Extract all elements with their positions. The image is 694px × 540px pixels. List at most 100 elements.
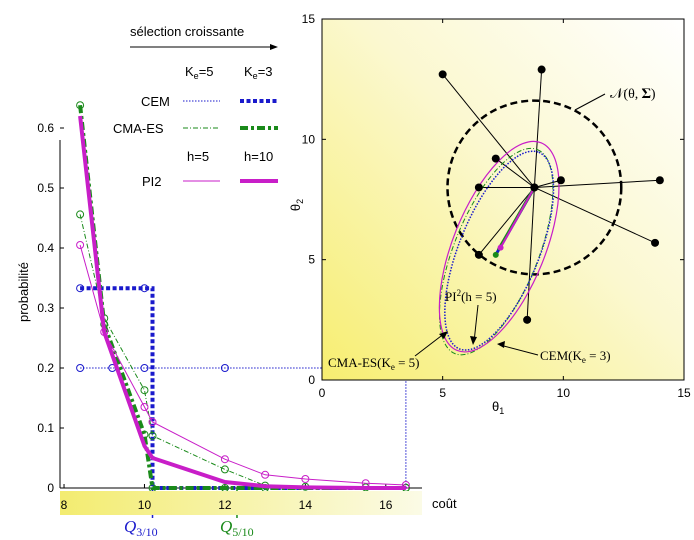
ellipse-cmaes xyxy=(438,147,554,356)
series-point xyxy=(220,455,229,464)
annotation-cem: CEM(Ke = 3) xyxy=(540,348,611,365)
ellipse-pi2 xyxy=(438,140,560,353)
left-x-tick-label: 10 xyxy=(138,498,152,512)
left-y-tick-label: 0.6 xyxy=(37,121,54,135)
sample-point xyxy=(556,176,565,185)
left-y-tick-label: 0.2 xyxy=(37,361,54,375)
pointer-pi2-head xyxy=(470,336,477,345)
pointer-cem-head xyxy=(497,341,505,348)
series-point xyxy=(76,364,85,372)
series-point xyxy=(76,241,85,249)
series-point xyxy=(220,465,229,474)
series-line xyxy=(79,244,406,486)
legend-cmaes-label: CMA-ES xyxy=(113,121,164,136)
right-x-tick-label: 0 xyxy=(319,386,326,400)
series-point xyxy=(140,386,149,395)
sample-point xyxy=(651,238,660,247)
sample-point xyxy=(655,176,664,185)
right-plot-background xyxy=(322,19,684,380)
pointer-cmaes xyxy=(414,332,446,357)
right-xlabel: θ1 xyxy=(492,399,504,416)
legend-ke3: Ke=3 xyxy=(244,64,273,81)
series-point xyxy=(140,403,149,411)
series-line xyxy=(80,367,407,488)
pointer-pi2 xyxy=(473,304,479,343)
sample-ray xyxy=(478,187,535,256)
sample-ray xyxy=(534,187,656,244)
left-tick-labels: 8 10 12 14 16 xyxy=(61,498,393,512)
series-solid-thick xyxy=(78,115,406,490)
left-x-tick-label: 8 xyxy=(61,498,68,512)
right-ylabel: θ2 xyxy=(288,199,305,211)
sample-point xyxy=(474,250,483,259)
series-point xyxy=(76,101,85,110)
sample-ray xyxy=(533,69,543,188)
legend-title: sélection croissante xyxy=(130,24,244,39)
left-xlabel: coût xyxy=(432,496,457,511)
left-y-tick-label: 0.1 xyxy=(37,421,54,435)
right-frame xyxy=(321,18,685,381)
left-x-tick-label: 12 xyxy=(218,498,232,512)
annotation-normal: 𝒩(θ, 𝚺) xyxy=(610,87,656,102)
sample-point xyxy=(537,65,546,74)
annotation-cmaes: CMA-ES(Ke = 5) xyxy=(328,355,420,372)
sample-point xyxy=(491,154,500,163)
left-x-tick-label: 14 xyxy=(299,498,313,512)
pointer-cem xyxy=(499,344,539,356)
left-ylabel: probabilité xyxy=(16,262,31,322)
series-line xyxy=(78,115,406,490)
q3-label: Q3/10 xyxy=(124,517,158,539)
left-series xyxy=(76,101,410,518)
legend-arrowhead xyxy=(270,44,278,50)
series-point xyxy=(140,364,149,372)
mean-point xyxy=(530,183,539,192)
new-mean-cmaes xyxy=(492,251,499,258)
series-point xyxy=(140,284,149,293)
sample-ray xyxy=(442,74,535,188)
left-y-tick-label: 0.5 xyxy=(37,181,54,195)
left-y-tick-label: 0 xyxy=(47,481,54,495)
q5-label: Q5/10 xyxy=(220,517,254,539)
right-y-tick-label: 10 xyxy=(302,132,316,146)
new-mean-pi2 xyxy=(497,244,504,251)
series-point xyxy=(301,475,310,483)
cost-color-band xyxy=(60,491,422,515)
sample-point xyxy=(523,315,532,324)
legend-h5: h=5 xyxy=(187,149,209,164)
series-line xyxy=(79,214,406,489)
series-point xyxy=(220,364,229,372)
legend-h10: h=10 xyxy=(244,149,273,164)
series-line xyxy=(80,286,398,490)
pointer-cmaes-head xyxy=(439,331,448,339)
right-axes: 0 5 10 15 0 5 10 15 xyxy=(302,12,691,400)
left-x-tick-label: 16 xyxy=(379,498,393,512)
right-y-tick-label: 0 xyxy=(308,373,315,387)
mean-shift-pi2 xyxy=(499,186,536,249)
right-y-tick-label: 15 xyxy=(302,12,316,26)
sample-point xyxy=(438,70,447,79)
ellipse-cem xyxy=(444,150,555,351)
pointer-normal xyxy=(574,93,606,111)
series-dotted-thick xyxy=(76,284,398,490)
series-point xyxy=(148,431,157,440)
left-y-tick-label: 0.4 xyxy=(37,241,54,255)
legend-pi2-label: PI2 xyxy=(142,174,162,189)
series-point xyxy=(76,284,85,293)
normal-distribution-circle xyxy=(446,99,623,276)
right-content xyxy=(414,65,664,357)
right-x-tick-label: 10 xyxy=(557,386,571,400)
series-point xyxy=(401,481,410,489)
right-x-tick-label: 5 xyxy=(439,386,446,400)
series-point xyxy=(148,418,157,426)
legend-ke5: Ke=5 xyxy=(185,64,214,81)
left-y-tick-label: 0.3 xyxy=(37,301,54,315)
sample-point xyxy=(474,183,483,192)
sample-ray xyxy=(534,179,660,188)
sample-ray xyxy=(526,187,535,320)
sample-ray xyxy=(534,179,562,188)
annotation-pi2: PI2(h = 5) xyxy=(445,288,497,304)
series-point xyxy=(261,470,270,479)
right-x-tick-label: 15 xyxy=(677,386,691,400)
